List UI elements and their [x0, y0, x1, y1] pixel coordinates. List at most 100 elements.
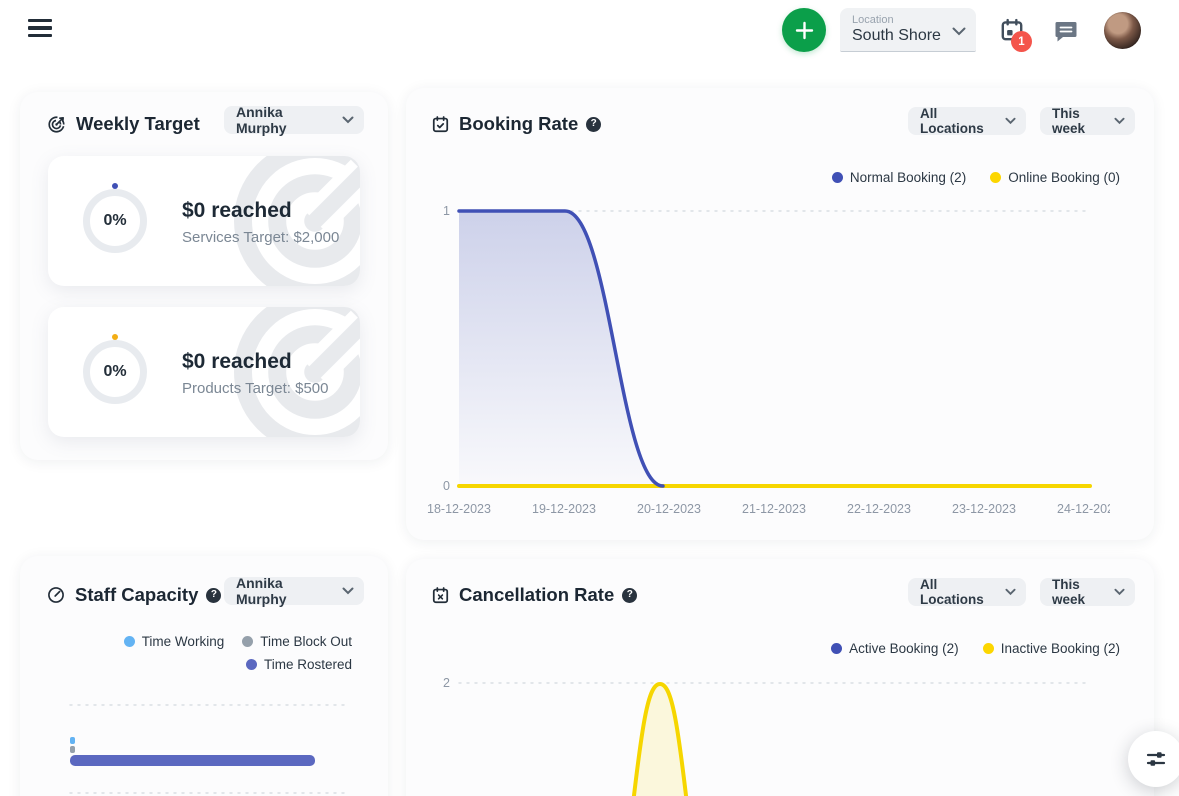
legend-label: Time Block Out — [260, 634, 352, 649]
legend-time-block-out[interactable]: Time Block Out — [242, 634, 352, 649]
booking-rate-period-select[interactable]: This week — [1040, 106, 1135, 136]
calendar-x-icon — [432, 586, 449, 603]
legend-dot — [245, 659, 257, 670]
staff-capacity-legend: Time Working Time Block Out Time Rostere… — [123, 634, 352, 672]
cancellation-rate-header: Cancellation Rate — [431, 577, 638, 613]
chevron-down-icon — [1005, 117, 1016, 125]
help-icon[interactable] — [622, 587, 638, 603]
staff-capacity-card: Staff Capacity Annika Murphy Time Workin… — [20, 556, 388, 796]
cancellation-rate-period-value: This week — [1052, 577, 1086, 607]
chevron-down-icon — [342, 587, 354, 595]
help-icon[interactable] — [206, 587, 222, 603]
services-progress-marker — [112, 183, 118, 189]
x-tick: 24-12-2023 — [1057, 502, 1110, 516]
location-select-label: Location — [852, 14, 894, 26]
weekly-target-title: Weekly Target — [76, 113, 200, 134]
services-target-card: 0% $0 reached Services Target: $2,000 — [48, 156, 360, 286]
legend-label: Inactive Booking (2) — [1000, 641, 1120, 656]
booking-rate-legend: Normal Booking (2) Online Booking (0) — [831, 170, 1120, 185]
cancellation-rate-location-value: All Locations — [920, 577, 984, 607]
cancellation-rate-legend: Active Booking (2) Inactive Booking (2) — [831, 641, 1120, 656]
legend-time-rostered[interactable]: Time Rostered — [245, 657, 352, 672]
x-tick: 18-12-2023 — [427, 502, 491, 516]
legend-dot — [831, 172, 843, 183]
plus-icon — [795, 21, 813, 39]
x-tick: 23-12-2023 — [952, 502, 1016, 516]
products-progress-ring: 0% — [83, 340, 147, 404]
booking-rate-period-value: This week — [1052, 106, 1086, 136]
chevron-down-icon — [342, 116, 354, 124]
legend-label: Active Booking (2) — [849, 641, 959, 656]
legend-inactive-booking[interactable]: Inactive Booking (2) — [982, 641, 1120, 656]
cancellation-rate-period-select[interactable]: This week — [1040, 577, 1135, 607]
help-icon[interactable] — [586, 116, 602, 132]
products-progress-marker — [112, 334, 118, 340]
staff-capacity-chart — [69, 704, 351, 794]
y-tick: 0 — [443, 479, 450, 493]
x-tick: 19-12-2023 — [532, 502, 596, 516]
products-progress-percent: 0% — [103, 363, 127, 380]
chevron-down-icon — [1114, 117, 1125, 125]
cancellation-rate-title: Cancellation Rate — [459, 584, 615, 605]
booking-rate-header: Booking Rate — [431, 106, 602, 142]
staff-capacity-header: Staff Capacity — [46, 577, 222, 613]
booking-rate-chart: 1 0 18-12-2023 19-12-2023 20-12-2023 21-… — [427, 204, 1110, 516]
chevron-down-icon — [1005, 588, 1016, 596]
legend-label: Online Booking (0) — [1008, 170, 1120, 185]
weekly-target-staff-select[interactable]: Annika Murphy — [224, 104, 364, 136]
target-icon — [48, 115, 65, 133]
filters-fab-button[interactable] — [1128, 731, 1179, 787]
x-tick: 20-12-2023 — [637, 502, 701, 516]
legend-active-booking[interactable]: Active Booking (2) — [831, 641, 959, 656]
calendar-badge[interactable]: 1 — [1011, 31, 1032, 52]
cancellation-rate-location-select[interactable]: All Locations — [908, 577, 1026, 607]
legend-label: Time Rostered — [263, 657, 352, 672]
legend-dot — [242, 636, 254, 647]
legend-label: Time Working — [141, 634, 225, 649]
services-target-caption: Services Target: $2,000 — [182, 229, 340, 246]
booking-rate-location-value: All Locations — [920, 106, 984, 136]
cancellation-rate-card: Cancellation Rate All Locations This wee… — [406, 559, 1154, 796]
x-tick: 21-12-2023 — [742, 502, 806, 516]
booking-rate-location-select[interactable]: All Locations — [908, 106, 1026, 136]
legend-dot — [831, 643, 843, 654]
legend-label: Normal Booking (2) — [849, 170, 967, 185]
sliders-icon — [1146, 752, 1166, 766]
services-reached-amount: $0 reached — [182, 199, 292, 222]
legend-dot — [982, 643, 994, 654]
weekly-target-staff-value: Annika Murphy — [236, 104, 287, 136]
target-watermark-icon — [234, 156, 360, 286]
legend-time-working[interactable]: Time Working — [123, 634, 225, 649]
y-tick: 2 — [443, 676, 450, 690]
services-progress-percent: 0% — [103, 212, 127, 229]
products-target-caption: Products Target: $500 — [182, 380, 329, 397]
staff-capacity-staff-value: Annika Murphy — [236, 575, 287, 607]
booking-rate-title: Booking Rate — [459, 113, 579, 134]
legend-normal-booking[interactable]: Normal Booking (2) — [831, 170, 967, 185]
legend-dot — [990, 172, 1002, 183]
y-tick: 1 — [443, 204, 450, 218]
products-reached-amount: $0 reached — [182, 350, 292, 373]
location-select[interactable]: Location South Shore — [840, 8, 976, 52]
staff-capacity-staff-select[interactable]: Annika Murphy — [224, 575, 364, 607]
location-select-value: South Shore — [852, 27, 941, 44]
legend-online-booking[interactable]: Online Booking (0) — [990, 170, 1120, 185]
target-watermark-icon — [234, 307, 360, 437]
x-tick: 22-12-2023 — [847, 502, 911, 516]
weekly-target-card: Weekly Target Annika Murphy 0% $0 reache… — [20, 92, 388, 460]
chevron-down-icon — [1114, 588, 1125, 596]
booking-rate-card: Booking Rate All Locations This week Nor… — [406, 88, 1154, 540]
gauge-icon — [48, 587, 64, 603]
cancellation-rate-chart: 2 — [443, 676, 1091, 796]
legend-dot — [123, 636, 135, 647]
avatar[interactable] — [1104, 12, 1141, 49]
products-target-card: 0% $0 reached Products Target: $500 — [48, 307, 360, 437]
weekly-target-header: Weekly Target — [46, 106, 200, 142]
calendar-check-icon — [432, 115, 449, 132]
chevron-down-icon — [952, 27, 966, 36]
menu-icon[interactable] — [28, 19, 52, 41]
add-button[interactable] — [782, 8, 826, 52]
chat-icon[interactable] — [1054, 20, 1078, 42]
services-progress-ring: 0% — [83, 189, 147, 253]
